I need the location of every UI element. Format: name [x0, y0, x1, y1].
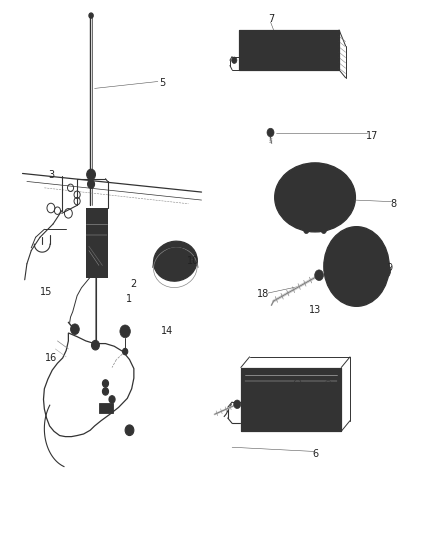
Circle shape: [315, 270, 323, 280]
Circle shape: [321, 227, 326, 233]
Circle shape: [375, 241, 382, 249]
Bar: [239, 30, 339, 70]
Circle shape: [123, 349, 128, 355]
Ellipse shape: [275, 163, 356, 232]
Bar: [99, 403, 113, 413]
Circle shape: [92, 341, 99, 350]
Text: 10: 10: [187, 256, 199, 266]
Text: 17: 17: [366, 131, 378, 141]
Ellipse shape: [293, 180, 337, 215]
Circle shape: [328, 253, 332, 257]
Circle shape: [330, 235, 383, 298]
Circle shape: [127, 427, 132, 433]
Bar: [86, 208, 107, 277]
Circle shape: [304, 227, 309, 233]
Circle shape: [268, 130, 273, 135]
Circle shape: [124, 350, 127, 353]
Circle shape: [339, 245, 374, 288]
Circle shape: [358, 295, 365, 303]
Ellipse shape: [285, 172, 346, 223]
Text: 2: 2: [131, 279, 137, 288]
Circle shape: [347, 255, 366, 278]
Circle shape: [89, 13, 93, 18]
Text: 15: 15: [40, 287, 53, 297]
Circle shape: [122, 328, 128, 335]
Circle shape: [104, 389, 107, 393]
Circle shape: [326, 251, 333, 260]
Circle shape: [234, 400, 241, 408]
Circle shape: [286, 205, 291, 211]
Bar: [239, 30, 339, 70]
Text: 13: 13: [309, 305, 321, 315]
Text: 8: 8: [391, 199, 397, 209]
Circle shape: [87, 169, 95, 180]
Circle shape: [360, 297, 363, 301]
Circle shape: [90, 173, 92, 176]
Circle shape: [324, 227, 389, 306]
Ellipse shape: [154, 241, 197, 281]
Circle shape: [128, 429, 131, 432]
Ellipse shape: [160, 248, 191, 274]
Circle shape: [311, 193, 318, 201]
Circle shape: [381, 266, 388, 275]
Bar: [241, 368, 341, 431]
Circle shape: [110, 397, 114, 401]
Bar: [241, 368, 341, 431]
Ellipse shape: [279, 168, 351, 227]
Circle shape: [88, 171, 94, 177]
Circle shape: [109, 395, 115, 403]
Circle shape: [232, 57, 237, 63]
Circle shape: [120, 325, 131, 338]
Circle shape: [104, 381, 107, 385]
Text: 16: 16: [45, 353, 57, 363]
Circle shape: [89, 181, 93, 187]
Text: 9: 9: [386, 263, 392, 272]
Circle shape: [71, 324, 79, 335]
Bar: [250, 382, 285, 389]
Ellipse shape: [307, 191, 323, 203]
Circle shape: [125, 425, 134, 435]
Text: 5: 5: [159, 78, 166, 88]
Circle shape: [93, 343, 98, 348]
Text: 14: 14: [160, 326, 173, 336]
Circle shape: [102, 387, 109, 395]
Circle shape: [88, 180, 95, 188]
Text: 6: 6: [312, 449, 318, 458]
Circle shape: [377, 243, 380, 247]
Circle shape: [73, 327, 77, 332]
Circle shape: [352, 261, 361, 272]
Text: 1: 1: [127, 294, 133, 304]
Circle shape: [339, 205, 344, 211]
Ellipse shape: [301, 186, 329, 208]
Circle shape: [378, 263, 391, 279]
Circle shape: [102, 379, 109, 387]
Text: 18: 18: [257, 289, 269, 299]
Text: 3: 3: [48, 170, 54, 180]
Circle shape: [267, 128, 274, 137]
Text: 7: 7: [268, 14, 275, 25]
